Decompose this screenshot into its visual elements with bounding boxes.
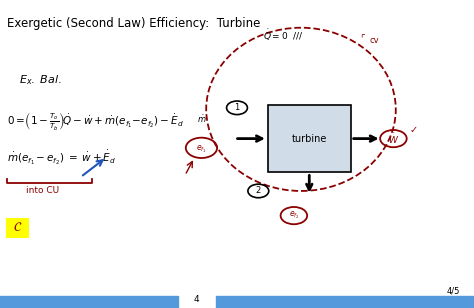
- Text: $e_{f_2}$: $e_{f_2}$: [289, 210, 299, 221]
- Text: $\dot{m}(e_{f_1} - e_{f_2}) \;=\; \dot{w} + \dot{E}_d$: $\dot{m}(e_{f_1} - e_{f_2}) \;=\; \dot{w…: [7, 148, 116, 167]
- Text: $e_{f_1}$: $e_{f_1}$: [196, 143, 207, 155]
- Bar: [268, 105, 351, 172]
- FancyBboxPatch shape: [6, 218, 29, 238]
- Text: $\dot{m}$: $\dot{m}$: [197, 113, 206, 124]
- Text: 4: 4: [194, 295, 200, 304]
- Text: into CU: into CU: [26, 185, 59, 194]
- Text: cv: cv: [370, 36, 379, 45]
- Text: $\mathcal{C}$: $\mathcal{C}$: [13, 221, 22, 234]
- Text: 1: 1: [234, 103, 240, 112]
- Text: $\ulcorner$: $\ulcorner$: [360, 32, 366, 42]
- Text: $E_x. \; Bal.$: $E_x. \; Bal.$: [19, 73, 62, 87]
- Text: 2: 2: [255, 186, 261, 196]
- Text: Exergetic (Second Law) Efficiency:  Turbine: Exergetic (Second Law) Efficiency: Turbi…: [7, 17, 261, 30]
- Text: $\dot{W}$: $\dot{W}$: [388, 132, 399, 146]
- Text: $\checkmark$: $\checkmark$: [409, 124, 418, 134]
- Bar: [216, 296, 474, 308]
- Text: $0 = \!\left(1 - \frac{T_o}{T_b}\right)\!\dot{Q} - \dot{w} + \dot{m}(e_{f_1}\!-\: $0 = \!\left(1 - \frac{T_o}{T_b}\right)\…: [7, 110, 184, 132]
- Bar: [0, 296, 178, 308]
- Text: $\dot{Q} = 0$  ///: $\dot{Q} = 0$ ///: [263, 28, 304, 43]
- Text: 4/5: 4/5: [447, 287, 460, 296]
- Text: turbine: turbine: [292, 134, 327, 144]
